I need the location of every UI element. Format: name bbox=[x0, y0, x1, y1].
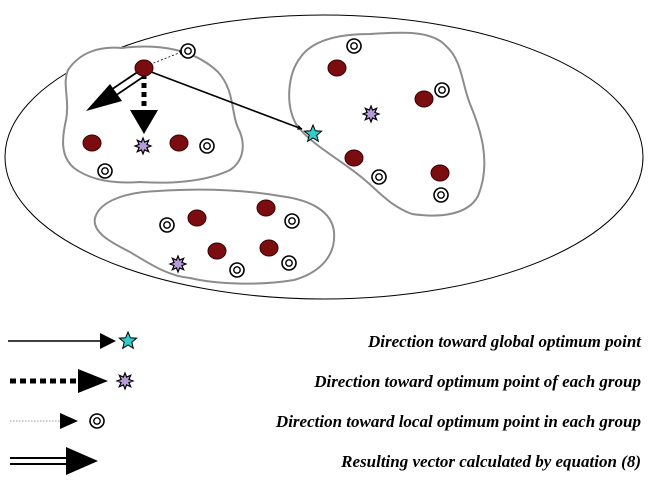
local-optimum-ring-icon bbox=[434, 82, 450, 98]
particle bbox=[327, 59, 347, 77]
local-optimum-ring-icon bbox=[346, 38, 362, 54]
legend-double-arrowhead bbox=[66, 447, 98, 475]
particle bbox=[430, 164, 450, 182]
particle bbox=[169, 134, 189, 152]
particle bbox=[82, 134, 102, 152]
resultant-arrowhead bbox=[86, 84, 122, 111]
particle bbox=[259, 239, 279, 257]
particle bbox=[344, 149, 364, 167]
local-optimum-ring-icon bbox=[89, 413, 105, 429]
local-optima bbox=[97, 38, 450, 278]
local-optimum-ring-icon bbox=[284, 213, 300, 229]
local-optimum-ring-icon bbox=[433, 187, 449, 203]
group-optimum-star-icon bbox=[115, 371, 135, 391]
legend-solid-arrowhead bbox=[100, 333, 116, 349]
legend-hairline-arrowhead bbox=[60, 413, 78, 429]
legend-item-local: Direction toward local optimum point in … bbox=[10, 412, 641, 431]
local-optimum-ring-icon bbox=[371, 169, 387, 185]
legend: Direction toward global optimum point Di… bbox=[8, 330, 642, 475]
group-optimum-star-icon bbox=[115, 371, 135, 391]
legend-item-global: Direction toward global optimum point bbox=[8, 330, 642, 351]
local-optimum-ring-icon bbox=[89, 413, 105, 429]
global-optimum-star-icon bbox=[118, 330, 138, 350]
particle bbox=[414, 90, 434, 108]
local-direction-arrow bbox=[145, 50, 185, 67]
legend-item-resultant: Resulting vector calculated by equation … bbox=[10, 447, 641, 475]
particles bbox=[82, 59, 450, 260]
legend-item-group: Direction toward optimum point of each g… bbox=[10, 369, 641, 393]
particle bbox=[187, 209, 207, 227]
group-optimum-star-icon bbox=[168, 254, 188, 274]
legend-label-group: Direction toward optimum point of each g… bbox=[313, 372, 641, 391]
group-optima bbox=[133, 104, 381, 274]
local-optimum-ring-icon bbox=[281, 255, 297, 271]
group-optimum-star-icon bbox=[133, 136, 153, 156]
global-optimum-star-icon bbox=[303, 123, 323, 143]
local-optimum-ring-icon bbox=[159, 217, 175, 233]
local-optimum-ring-icon bbox=[199, 138, 215, 154]
group-optimum-star-icon bbox=[361, 104, 381, 124]
legend-label-local: Direction toward local optimum point in … bbox=[275, 412, 641, 431]
local-optimum-ring-icon bbox=[229, 262, 245, 278]
local-optimum-ring-icon bbox=[180, 43, 196, 59]
particle bbox=[207, 242, 227, 260]
group-direction-arrowhead bbox=[130, 110, 158, 134]
group-region-bottom bbox=[93, 188, 336, 285]
legend-label-resultant: Resulting vector calculated by equation … bbox=[340, 452, 641, 471]
particle bbox=[134, 59, 154, 77]
local-optimum-ring-icon bbox=[97, 163, 113, 179]
legend-label-global: Direction toward global optimum point bbox=[367, 332, 642, 351]
global-direction-arrow bbox=[145, 69, 303, 130]
legend-dotted-arrowhead bbox=[78, 369, 108, 393]
particle bbox=[256, 199, 276, 217]
